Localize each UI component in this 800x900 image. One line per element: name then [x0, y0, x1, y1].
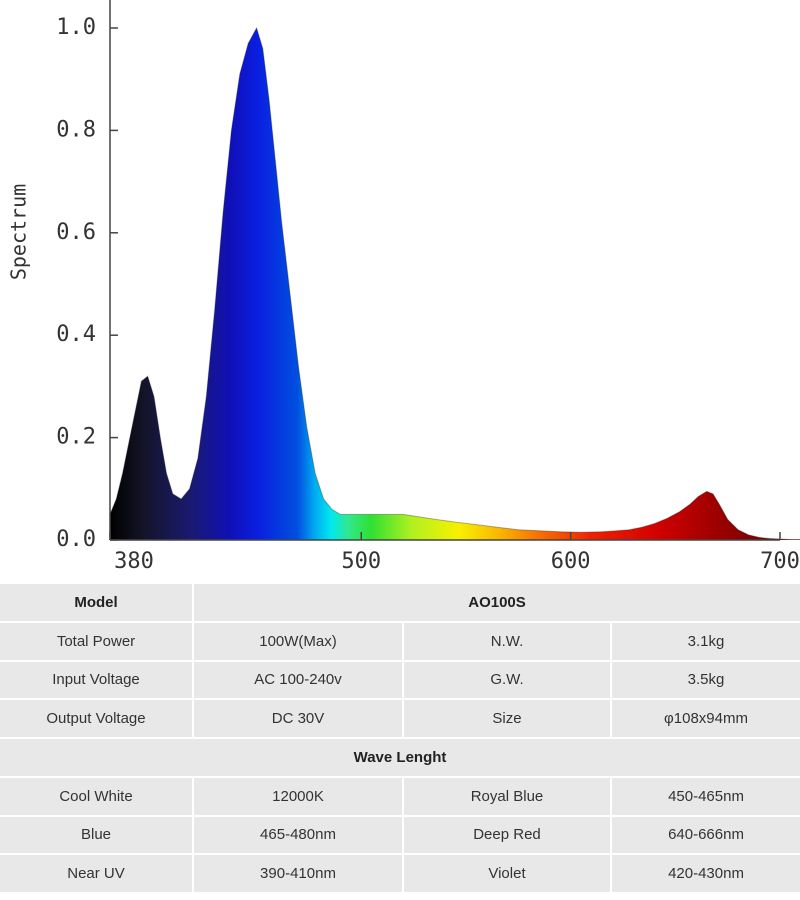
param-label: Input Voltage [0, 661, 194, 701]
wave-value: 465-480nm [194, 816, 404, 856]
wave-row: Cool White 12000K Royal Blue 450-465nm [0, 777, 800, 817]
y-tick-label: 0.6 [56, 220, 96, 245]
y-tick-label: 0.2 [56, 425, 96, 450]
wave-label: Near UV [0, 855, 194, 894]
wave-value: 420-430nm [612, 855, 800, 894]
param-value: φ108x94mm [612, 700, 800, 739]
param-label: Output Voltage [0, 700, 194, 739]
spec-table: Model AO100S Total Power 100W(Max) N.W. 3.1kg… [0, 584, 800, 894]
y-tick-label: 1.0 [56, 15, 96, 40]
param-label: G.W. [404, 661, 612, 701]
x-tick-label: 500 [341, 549, 381, 574]
wave-value: 640-666nm [612, 816, 800, 856]
spec-row: Output Voltage DC 30V Size φ108x94mm [0, 700, 800, 739]
spectrum-chart: 0.0 0.2 0.4 0.6 0.8 1.0 380 500 600 700 Spectrum [7, 0, 800, 574]
model-value: AO100S [194, 584, 800, 623]
spec-row: Input Voltage AC 100-240v G.W. 3.5kg [0, 661, 800, 701]
wave-header: Wave Lenght [0, 739, 800, 778]
param-label: Size [404, 700, 612, 739]
wave-label: Violet [404, 855, 612, 894]
y-tick-label: 0.0 [56, 527, 96, 552]
param-label: N.W. [404, 622, 612, 662]
x-tick-label: 600 [551, 549, 591, 574]
y-tick-label: 0.8 [56, 117, 96, 142]
wave-label: Deep Red [404, 816, 612, 856]
model-row: Model AO100S [0, 584, 800, 623]
y-axis-title: Spectrum [7, 184, 31, 280]
spec-row: Total Power 100W(Max) N.W. 3.1kg [0, 622, 800, 662]
wave-row: Near UV 390-410nm Violet 420-430nm [0, 855, 800, 894]
x-tick-label: 380 [114, 549, 154, 574]
wave-label: Royal Blue [404, 777, 612, 817]
model-label: Model [0, 584, 194, 623]
wave-value: 12000K [194, 777, 404, 817]
wave-value: 450-465nm [612, 777, 800, 817]
wave-row: Blue 465-480nm Deep Red 640-666nm [0, 816, 800, 856]
param-value: 3.1kg [612, 622, 800, 662]
param-value: 100W(Max) [194, 622, 404, 662]
param-value: 3.5kg [612, 661, 800, 701]
wave-label: Cool White [0, 777, 194, 817]
wave-value: 390-410nm [194, 855, 404, 894]
wave-label: Blue [0, 816, 194, 856]
param-label: Total Power [0, 622, 194, 662]
param-value: AC 100-240v [194, 661, 404, 701]
spectrum-line [109, 26, 800, 540]
spectrum-area [110, 28, 800, 540]
x-tick-label: 700 [760, 549, 800, 574]
wave-header-row: Wave Lenght [0, 739, 800, 778]
y-tick-label: 0.4 [56, 322, 96, 347]
param-value: DC 30V [194, 700, 404, 739]
